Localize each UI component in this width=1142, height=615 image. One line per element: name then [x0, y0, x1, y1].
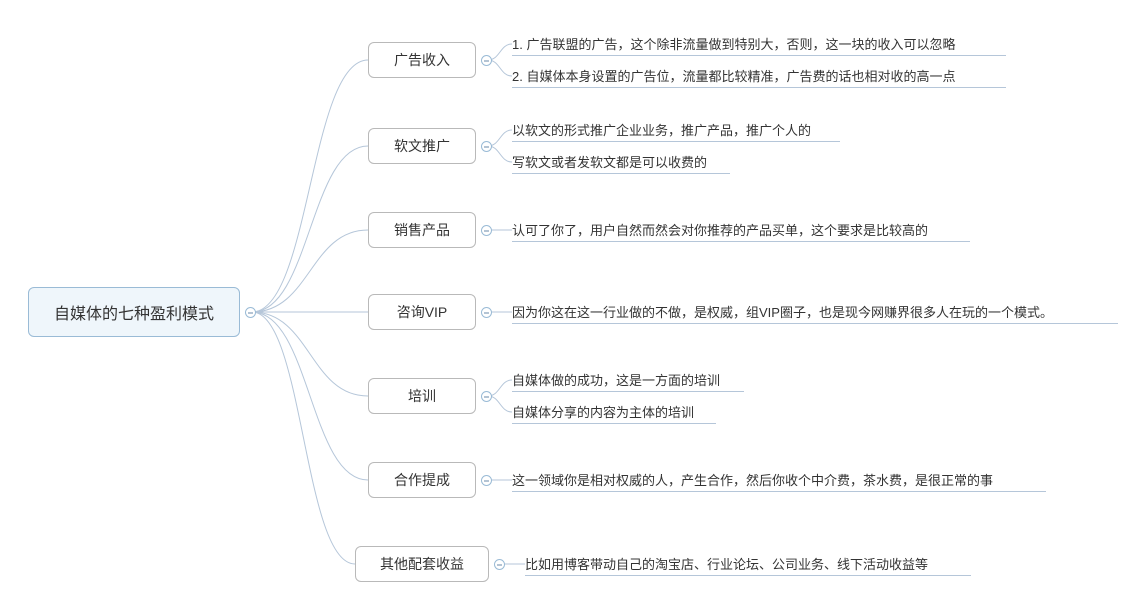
branch-node[interactable]: 广告收入 [368, 42, 476, 78]
branch-node[interactable]: 软文推广 [368, 128, 476, 164]
leaf-text: 因为你这在这一行业做的不做，是权威，组VIP圈子，也是现今网赚界很多人在玩的一个… [512, 305, 1053, 320]
leaf-node[interactable]: 认可了你了，用户自然而然会对你推荐的产品买单，这个要求是比较高的 [512, 220, 970, 242]
leaf-node[interactable]: 2. 自媒体本身设置的广告位，流量都比较精准，广告费的话也相对收的高一点 [512, 66, 1006, 88]
branch-node[interactable]: 合作提成 [368, 462, 476, 498]
branch-node[interactable]: 销售产品 [368, 212, 476, 248]
branch-label: 其他配套收益 [380, 554, 464, 574]
branch-node[interactable]: 咨询VIP [368, 294, 476, 330]
leaf-text: 2. 自媒体本身设置的广告位，流量都比较精准，广告费的话也相对收的高一点 [512, 69, 955, 84]
collapse-handle-root[interactable] [245, 307, 256, 318]
branch-label: 广告收入 [394, 50, 450, 70]
leaf-node[interactable]: 写软文或者发软文都是可以收费的 [512, 152, 730, 174]
root-node[interactable]: 自媒体的七种盈利模式 [28, 287, 240, 337]
leaf-node[interactable]: 因为你这在这一行业做的不做，是权威，组VIP圈子，也是现今网赚界很多人在玩的一个… [512, 302, 1118, 324]
collapse-handle-branch[interactable] [481, 307, 492, 318]
collapse-handle-branch[interactable] [481, 475, 492, 486]
leaf-node[interactable]: 这一领域你是相对权威的人，产生合作，然后你收个中介费，茶水费，是很正常的事 [512, 470, 1046, 492]
branch-label: 销售产品 [394, 220, 450, 240]
branch-node[interactable]: 培训 [368, 378, 476, 414]
leaf-text: 自媒体分享的内容为主体的培训 [512, 405, 694, 420]
root-label: 自媒体的七种盈利模式 [54, 300, 214, 324]
branch-label: 合作提成 [394, 470, 450, 490]
collapse-handle-branch[interactable] [494, 559, 505, 570]
leaf-text: 1. 广告联盟的广告，这个除非流量做到特别大，否则，这一块的收入可以忽略 [512, 37, 955, 52]
leaf-node[interactable]: 以软文的形式推广企业业务，推广产品，推广个人的 [512, 120, 840, 142]
branch-label: 软文推广 [394, 136, 450, 156]
leaf-text: 认可了你了，用户自然而然会对你推荐的产品买单，这个要求是比较高的 [512, 223, 928, 238]
leaf-text: 比如用博客带动自己的淘宝店、行业论坛、公司业务、线下活动收益等 [525, 557, 928, 572]
collapse-handle-branch[interactable] [481, 391, 492, 402]
mindmap-canvas: 自媒体的七种盈利模式 广告收入 1. 广告联盟的广告，这个除非流量做到特别大，否则，… [0, 0, 1142, 615]
leaf-node[interactable]: 自媒体做的成功，这是一方面的培训 [512, 370, 744, 392]
leaf-text: 自媒体做的成功，这是一方面的培训 [512, 373, 720, 388]
leaf-text: 写软文或者发软文都是可以收费的 [512, 155, 707, 170]
collapse-handle-branch[interactable] [481, 141, 492, 152]
branch-label: 咨询VIP [397, 302, 448, 322]
leaf-node[interactable]: 1. 广告联盟的广告，这个除非流量做到特别大，否则，这一块的收入可以忽略 [512, 34, 1006, 56]
leaf-text: 以软文的形式推广企业业务，推广产品，推广个人的 [512, 123, 811, 138]
leaf-node[interactable]: 自媒体分享的内容为主体的培训 [512, 402, 716, 424]
leaf-node[interactable]: 比如用博客带动自己的淘宝店、行业论坛、公司业务、线下活动收益等 [525, 554, 971, 576]
collapse-handle-branch[interactable] [481, 225, 492, 236]
branch-node[interactable]: 其他配套收益 [355, 546, 489, 582]
leaf-text: 这一领域你是相对权威的人，产生合作，然后你收个中介费，茶水费，是很正常的事 [512, 473, 993, 488]
collapse-handle-branch[interactable] [481, 55, 492, 66]
branch-label: 培训 [408, 386, 436, 406]
